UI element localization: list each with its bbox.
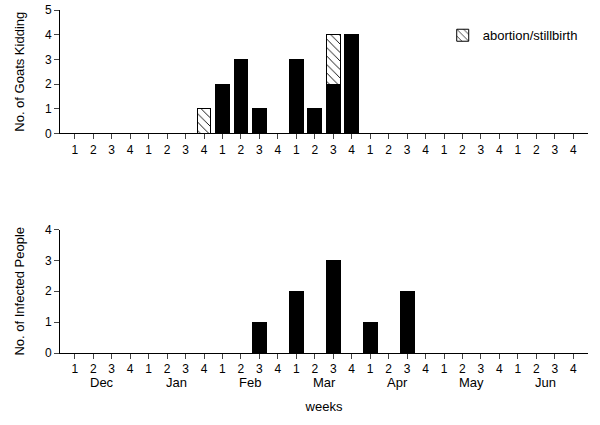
svg-text:3: 3 xyxy=(182,362,189,376)
svg-text:3: 3 xyxy=(108,362,115,376)
svg-text:3: 3 xyxy=(551,143,558,157)
svg-text:2: 2 xyxy=(311,362,318,376)
svg-text:2: 2 xyxy=(533,362,540,376)
svg-text:2: 2 xyxy=(238,362,245,376)
svg-text:Apr: Apr xyxy=(387,375,408,390)
svg-text:4: 4 xyxy=(496,362,503,376)
svg-text:3: 3 xyxy=(256,362,263,376)
svg-text:1: 1 xyxy=(293,362,300,376)
svg-text:May: May xyxy=(459,375,484,390)
svg-text:1: 1 xyxy=(367,362,374,376)
svg-text:1: 1 xyxy=(515,143,522,157)
svg-text:2: 2 xyxy=(45,77,52,91)
svg-text:4: 4 xyxy=(422,362,429,376)
svg-text:0: 0 xyxy=(45,127,52,141)
svg-text:4: 4 xyxy=(496,143,503,157)
svg-text:2: 2 xyxy=(459,362,466,376)
svg-text:1: 1 xyxy=(71,143,78,157)
svg-text:3: 3 xyxy=(478,143,485,157)
svg-text:2: 2 xyxy=(459,143,466,157)
svg-text:No. of Goats Kidding: No. of Goats Kidding xyxy=(12,12,27,132)
svg-text:1: 1 xyxy=(45,102,52,116)
svg-text:1: 1 xyxy=(293,143,300,157)
svg-text:4: 4 xyxy=(422,143,429,157)
svg-text:4: 4 xyxy=(348,143,355,157)
svg-text:No. of Infected People: No. of Infected People xyxy=(12,227,27,356)
svg-text:Feb: Feb xyxy=(239,375,261,390)
svg-text:1: 1 xyxy=(145,143,152,157)
svg-text:3: 3 xyxy=(45,53,52,67)
svg-text:4: 4 xyxy=(275,143,282,157)
svg-text:abortion/stillbirth: abortion/stillbirth xyxy=(483,28,578,43)
svg-text:1: 1 xyxy=(441,362,448,376)
svg-text:3: 3 xyxy=(478,362,485,376)
svg-text:2: 2 xyxy=(164,362,171,376)
svg-text:3: 3 xyxy=(45,254,52,268)
svg-text:Jun: Jun xyxy=(535,375,556,390)
svg-text:4: 4 xyxy=(45,28,52,42)
svg-text:2: 2 xyxy=(90,362,97,376)
svg-text:2: 2 xyxy=(164,143,171,157)
svg-text:3: 3 xyxy=(256,143,263,157)
svg-text:3: 3 xyxy=(330,143,337,157)
svg-text:1: 1 xyxy=(45,315,52,329)
svg-text:4: 4 xyxy=(127,362,134,376)
svg-text:2: 2 xyxy=(533,143,540,157)
svg-text:weeks: weeks xyxy=(305,399,343,414)
svg-text:4: 4 xyxy=(570,362,577,376)
svg-text:4: 4 xyxy=(201,362,208,376)
svg-text:1: 1 xyxy=(71,362,78,376)
svg-text:2: 2 xyxy=(311,143,318,157)
svg-text:4: 4 xyxy=(45,223,52,237)
svg-text:2: 2 xyxy=(385,362,392,376)
svg-text:Jan: Jan xyxy=(166,375,187,390)
svg-text:1: 1 xyxy=(219,143,226,157)
svg-text:Mar: Mar xyxy=(313,375,336,390)
svg-text:4: 4 xyxy=(127,143,134,157)
svg-text:2: 2 xyxy=(90,143,97,157)
svg-text:3: 3 xyxy=(551,362,558,376)
svg-text:4: 4 xyxy=(275,362,282,376)
svg-text:4: 4 xyxy=(570,143,577,157)
svg-text:3: 3 xyxy=(330,362,337,376)
svg-text:2: 2 xyxy=(385,143,392,157)
svg-text:1: 1 xyxy=(515,362,522,376)
svg-text:2: 2 xyxy=(45,284,52,298)
svg-text:3: 3 xyxy=(108,143,115,157)
svg-text:3: 3 xyxy=(404,143,411,157)
svg-text:1: 1 xyxy=(145,362,152,376)
svg-text:4: 4 xyxy=(201,143,208,157)
svg-text:4: 4 xyxy=(348,362,355,376)
svg-text:0: 0 xyxy=(45,346,52,360)
svg-text:3: 3 xyxy=(182,143,189,157)
svg-text:5: 5 xyxy=(45,3,52,17)
svg-text:1: 1 xyxy=(441,143,448,157)
svg-text:3: 3 xyxy=(404,362,411,376)
svg-text:2: 2 xyxy=(238,143,245,157)
svg-text:1: 1 xyxy=(367,143,374,157)
svg-text:1: 1 xyxy=(219,362,226,376)
svg-text:Dec: Dec xyxy=(90,375,114,390)
